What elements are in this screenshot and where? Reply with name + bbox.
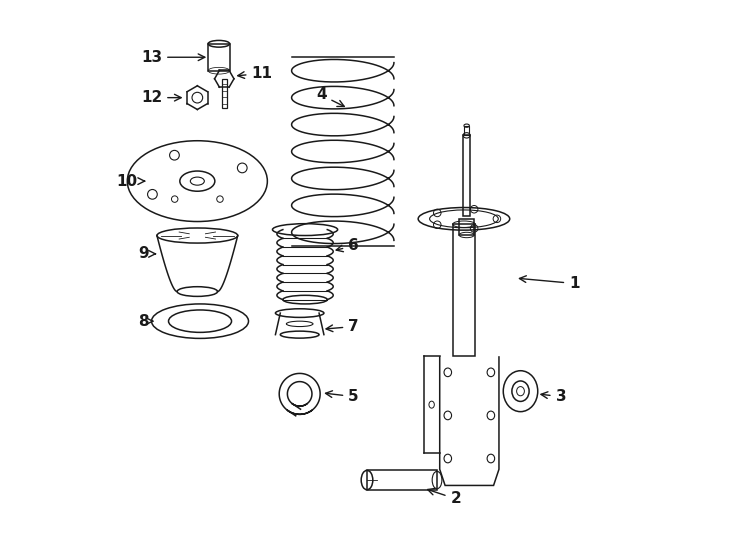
Text: 1: 1 — [520, 276, 580, 291]
Bar — [367, 470, 437, 490]
Text: 2: 2 — [428, 489, 461, 507]
Text: 4: 4 — [316, 87, 344, 106]
Bar — [208, 44, 230, 71]
Text: 12: 12 — [141, 90, 181, 105]
Text: 10: 10 — [117, 174, 145, 188]
Text: 5: 5 — [325, 389, 359, 404]
Text: 8: 8 — [138, 314, 153, 329]
Bar — [464, 126, 469, 136]
Text: 13: 13 — [141, 50, 205, 65]
Text: 9: 9 — [138, 246, 156, 261]
Bar — [453, 224, 475, 356]
Bar — [222, 79, 227, 109]
Text: 6: 6 — [336, 238, 359, 253]
Text: 3: 3 — [541, 389, 566, 404]
Bar — [463, 136, 470, 216]
Text: 7: 7 — [326, 319, 359, 334]
Text: 11: 11 — [238, 66, 272, 81]
Bar — [459, 219, 474, 235]
